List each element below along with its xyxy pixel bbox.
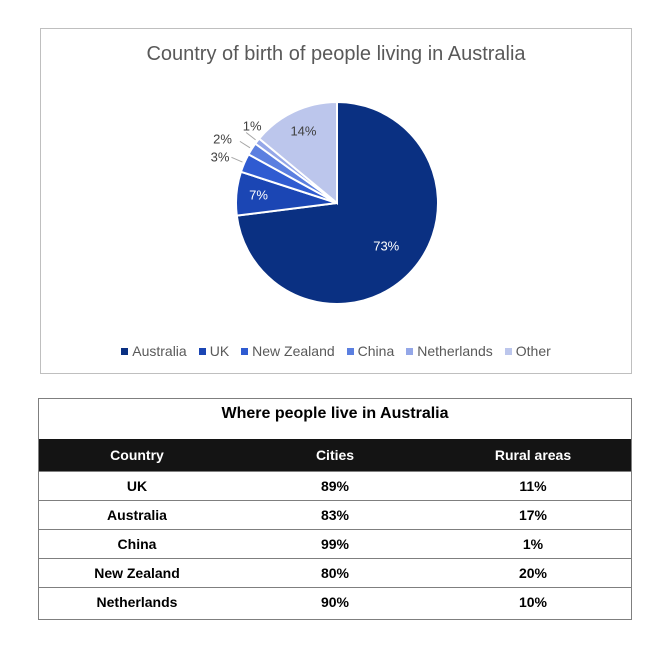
legend-swatch [241,347,249,355]
legend-item-other: Other [504,343,551,359]
legend-swatch [121,347,129,355]
pie-slice-other [257,100,338,206]
chart-title: Country of birth of people living in Aus… [146,43,526,65]
pie-chart: 73% 7% 3% 2% 1% 14% [211,100,439,305]
table-row: China 99% 1% [39,529,631,559]
legend-swatch [198,347,206,355]
legend-item-china: China [346,343,395,359]
leader-line-netherlands [245,132,256,141]
legend-label: Australia [132,343,187,359]
legend-label: New Zealand [252,343,335,359]
table-panel: Where people live in Australia Country C… [38,398,632,620]
legend-item-uk: UK [198,343,230,359]
cell-cities: 89% [235,471,435,501]
legend-label: China [357,343,395,359]
legend-label: UK [209,343,230,359]
pie-chart-panel: Country of birth of people living in Aus… [40,28,632,374]
legend-item-new-zealand: New Zealand [241,343,335,359]
legend-label: Other [515,343,551,359]
data-label-australia: 73% [373,238,399,253]
cell-rural: 20% [435,558,631,588]
cell-cities: 99% [235,529,435,559]
legend-label: Netherlands [417,343,493,359]
cell-country: New Zealand [39,558,235,588]
data-label-uk: 7% [249,188,268,203]
table-row: Netherlands 90% 10% [39,587,631,616]
cell-country: Netherlands [39,587,235,616]
header-rural: Rural areas [435,439,631,472]
cell-country: UK [39,471,235,501]
header-cities: Cities [235,439,435,472]
leader-line-china [239,140,251,149]
cell-rural: 17% [435,500,631,530]
cell-rural: 1% [435,529,631,559]
table-row: Australia 83% 17% [39,500,631,530]
chart-legend: Australia UK New Zealand China Netherlands Ot… [41,343,631,359]
legend-swatch [346,347,354,355]
cell-country: Australia [39,500,235,530]
table-title: Where people live in Australia [221,405,449,422]
header-country: Country [39,439,235,472]
legend-swatch [504,347,512,355]
legend-swatch [406,347,414,355]
data-table: Country Cities Rural areas UK 89% 11% Au… [39,439,631,616]
data-label-netherlands: 1% [243,119,262,134]
legend-item-australia: Australia [121,343,187,359]
data-label-new-zealand: 3% [211,149,230,164]
cell-cities: 80% [235,558,435,588]
table-row: UK 89% 11% [39,471,631,501]
legend-item-netherlands: Netherlands [406,343,493,359]
cell-cities: 83% [235,500,435,530]
cell-country: China [39,529,235,559]
data-label-china: 2% [213,131,232,146]
cell-rural: 11% [435,471,631,501]
cell-cities: 90% [235,587,435,616]
data-label-other: 14% [290,124,316,139]
cell-rural: 10% [435,587,631,616]
table-header-row: Country Cities Rural areas [39,439,631,472]
leader-line-new-zealand [231,156,243,163]
table-row: New Zealand 80% 20% [39,558,631,588]
